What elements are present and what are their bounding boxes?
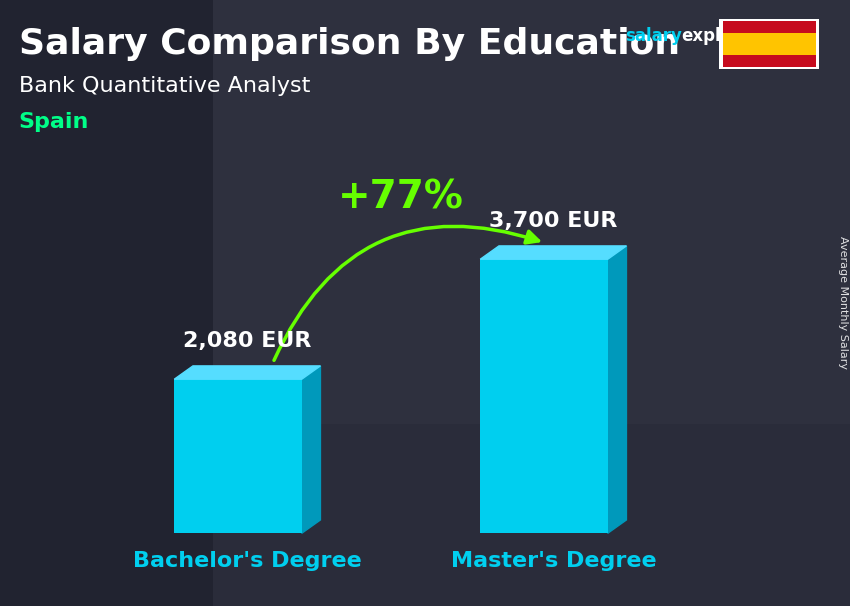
- Polygon shape: [480, 246, 626, 259]
- Text: 2,080 EUR: 2,080 EUR: [183, 331, 312, 351]
- Text: salary: salary: [625, 27, 682, 45]
- Text: 3,700 EUR: 3,700 EUR: [489, 211, 618, 231]
- Text: Average Monthly Salary: Average Monthly Salary: [838, 236, 848, 370]
- Bar: [174, 379, 302, 533]
- Text: Master's Degree: Master's Degree: [450, 551, 656, 571]
- Bar: [480, 259, 608, 533]
- Text: .com: .com: [744, 27, 789, 45]
- Bar: [722, 55, 816, 67]
- Polygon shape: [608, 246, 626, 533]
- Text: Spain: Spain: [19, 112, 89, 132]
- Bar: [722, 33, 816, 55]
- Text: explorer: explorer: [682, 27, 761, 45]
- Bar: [0, 0, 212, 606]
- Polygon shape: [302, 366, 320, 533]
- Bar: [212, 0, 850, 424]
- Polygon shape: [174, 366, 320, 379]
- Bar: [719, 19, 819, 69]
- Text: +77%: +77%: [337, 178, 463, 216]
- Text: Bank Quantitative Analyst: Bank Quantitative Analyst: [19, 76, 310, 96]
- Text: Salary Comparison By Education: Salary Comparison By Education: [19, 27, 680, 61]
- Bar: [722, 21, 816, 33]
- FancyArrowPatch shape: [274, 226, 539, 361]
- Text: Bachelor's Degree: Bachelor's Degree: [133, 551, 362, 571]
